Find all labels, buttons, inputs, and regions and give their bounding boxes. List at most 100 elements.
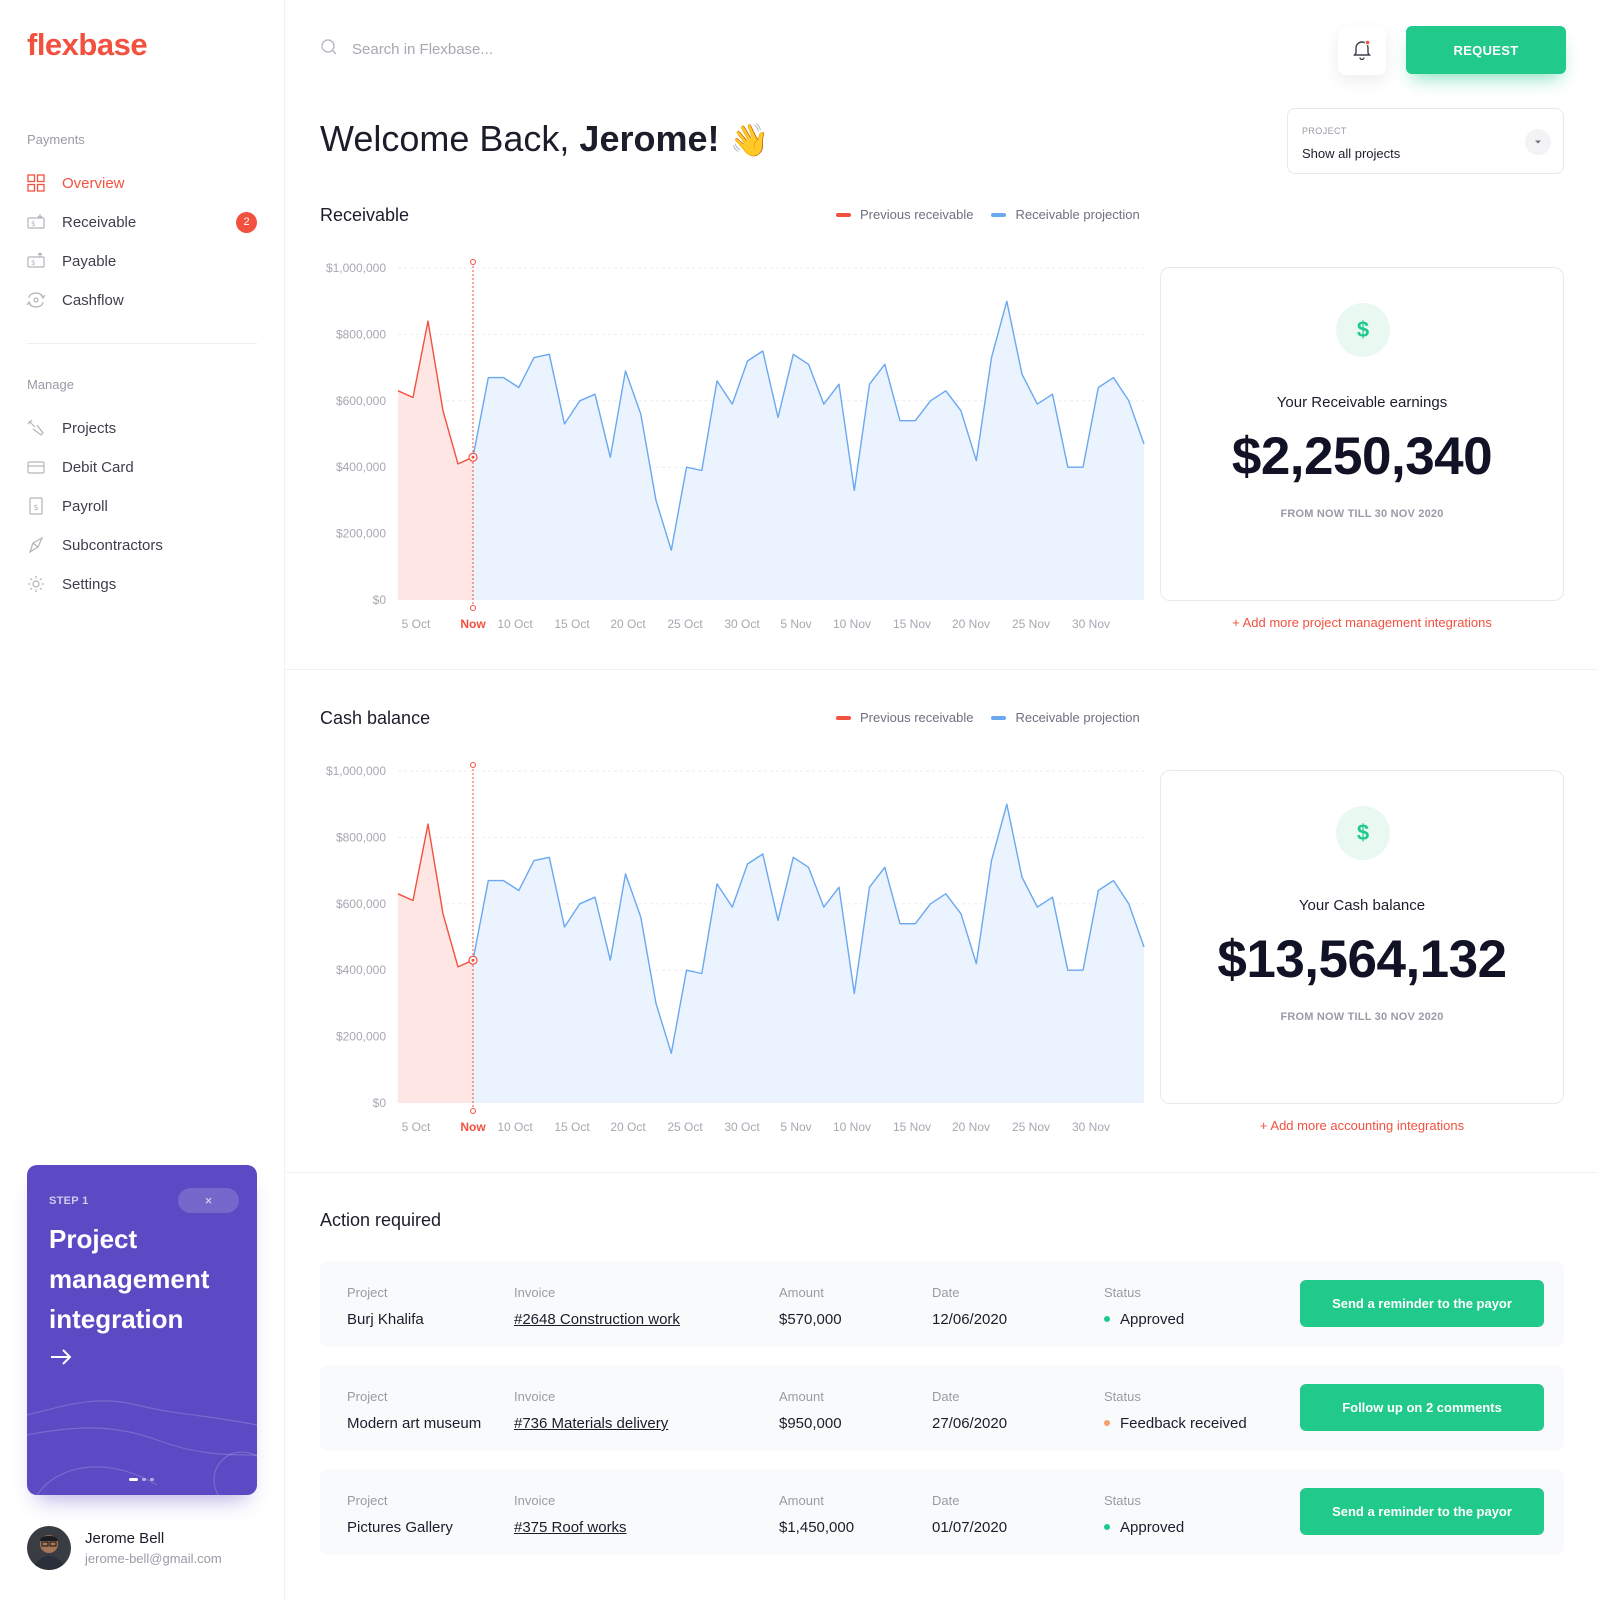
sidebar-item-label: Payable xyxy=(62,252,117,270)
search-input[interactable] xyxy=(352,41,652,58)
legend-projection-label: Receivable projection xyxy=(1015,710,1140,725)
x-tick-label: 30 Nov xyxy=(1072,617,1110,631)
status-cell: Status Approved xyxy=(1104,1493,1184,1536)
svg-text:$: $ xyxy=(31,259,35,267)
project-name: Burj Khalifa xyxy=(347,1311,424,1328)
add-accounting-integrations-link[interactable]: + Add more accounting integrations xyxy=(1259,1118,1465,1133)
follow-up-button[interactable]: Follow up on 2 comments xyxy=(1300,1384,1544,1431)
x-tick-label: 15 Oct xyxy=(554,1120,590,1134)
date-header: Date xyxy=(932,1285,960,1300)
invoice-link[interactable]: #2648 Construction work xyxy=(514,1311,680,1328)
project-cell: Project Burj Khalifa xyxy=(347,1285,424,1328)
amount-header: Amount xyxy=(779,1389,824,1404)
x-tick-label: 25 Nov xyxy=(1012,1120,1050,1134)
search-icon xyxy=(320,38,338,61)
status-badge: Feedback received xyxy=(1120,1415,1247,1432)
previous-line xyxy=(397,320,474,465)
y-tick-label: $800,000 xyxy=(336,327,386,341)
project-name: Pictures Gallery xyxy=(347,1519,453,1536)
x-tick-label: 30 Oct xyxy=(724,617,760,631)
notifications-button[interactable] xyxy=(1338,27,1386,75)
sidebar-item-label: Subcontractors xyxy=(62,536,163,554)
user-profile[interactable]: Jerome Bell jerome-bell@gmail.com xyxy=(27,1526,222,1570)
table-row: Project Pictures Gallery Invoice #375 Roof… xyxy=(320,1470,1564,1554)
receivable-icon: $ xyxy=(27,213,45,231)
y-tick-label: $0 xyxy=(373,593,387,607)
promo-close-button[interactable]: × xyxy=(178,1188,239,1213)
receivable-count-badge: 2 xyxy=(236,211,257,233)
x-tick-label: 10 Oct xyxy=(497,1120,533,1134)
sidebar-item-overview[interactable]: Overview xyxy=(27,170,257,196)
cash-balance-label: Your Cash balance xyxy=(1298,897,1426,914)
x-tick-label: 5 Oct xyxy=(402,1120,431,1134)
amount-value: $570,000 xyxy=(779,1311,842,1328)
payable-icon: $ xyxy=(27,252,45,270)
amount-cell: Amount $1,450,000 xyxy=(779,1493,854,1536)
sidebar-item-receivable[interactable]: $ Receivable 2 xyxy=(27,209,257,235)
x-tick-label: 30 Nov xyxy=(1072,1120,1110,1134)
welcome-user-name: Jerome! xyxy=(579,118,720,159)
sidebar-item-debit-card[interactable]: Debit Card xyxy=(27,454,257,480)
sidebar-item-label: Settings xyxy=(62,575,117,593)
section-divider xyxy=(285,669,1598,670)
arrow-right-icon[interactable] xyxy=(49,1348,73,1371)
project-filter-value: Show all projects xyxy=(1302,146,1401,161)
y-tick-label: $800,000 xyxy=(336,830,386,844)
send-reminder-button[interactable]: Send a reminder to the payor xyxy=(1300,1488,1544,1535)
x-tick-label: 5 Nov xyxy=(780,1120,811,1134)
invoice-cell: Invoice #375 Roof works xyxy=(514,1493,627,1536)
sidebar-item-projects[interactable]: Projects xyxy=(27,415,257,441)
amount-cell: Amount $570,000 xyxy=(779,1285,842,1328)
project-header: Project xyxy=(347,1285,388,1300)
avatar xyxy=(27,1526,71,1570)
x-tick-label: Now xyxy=(460,1120,486,1134)
sidebar-item-label: Overview xyxy=(62,174,125,192)
y-tick-label: $400,000 xyxy=(336,963,386,977)
project-filter-select[interactable]: PROJECT Show all projects xyxy=(1287,108,1564,174)
x-tick-label: 20 Oct xyxy=(610,1120,646,1134)
bell-icon xyxy=(1351,38,1373,65)
cash-balance-amount: $13,564,132 xyxy=(1217,930,1507,989)
receivable-earnings-card: $ Your Receivable earnings $2,250,340 FR… xyxy=(1160,267,1564,601)
x-tick-label: 30 Oct xyxy=(724,1120,760,1134)
sidebar-item-cashflow[interactable]: Cashflow xyxy=(27,287,257,313)
request-button[interactable]: REQUEST xyxy=(1406,26,1566,74)
status-badge: Approved xyxy=(1120,1519,1185,1536)
y-tick-label: $400,000 xyxy=(336,460,386,474)
sidebar-item-payable[interactable]: $ Payable xyxy=(27,248,257,274)
now-marker-bottom xyxy=(470,605,476,611)
project-cell: Project Modern art museum xyxy=(347,1389,481,1432)
previous-area xyxy=(398,321,473,600)
status-cell: Status Approved xyxy=(1104,1285,1184,1328)
project-header: Project xyxy=(347,1389,388,1404)
earnings-amount: $2,250,340 xyxy=(1231,427,1493,486)
invoice-header: Invoice xyxy=(514,1389,556,1404)
legend-previous: Previous receivable xyxy=(836,710,973,725)
send-reminder-button[interactable]: Send a reminder to the payor xyxy=(1300,1280,1544,1327)
legend-projection: Receivable projection xyxy=(991,207,1140,222)
app-logo[interactable]: flexbase xyxy=(27,27,148,62)
cash-balance-title: Cash balance xyxy=(320,708,431,728)
close-icon: × xyxy=(204,1193,213,1208)
y-tick-label: $1,000,000 xyxy=(326,764,386,778)
sidebar-divider xyxy=(27,343,257,344)
invoice-link[interactable]: #375 Roof works xyxy=(514,1519,627,1536)
add-pm-integrations-link[interactable]: + Add more project management integratio… xyxy=(1232,615,1492,630)
status-header: Status xyxy=(1104,1389,1141,1404)
x-tick-label: 15 Oct xyxy=(554,617,590,631)
status-dot-icon xyxy=(1104,1316,1110,1323)
table-row: Project Burj Khalifa Invoice #2648 Constru… xyxy=(320,1262,1564,1346)
grid-icon xyxy=(27,174,45,192)
x-tick-label: 15 Nov xyxy=(893,617,931,631)
previous-area xyxy=(398,824,473,1103)
search-bar[interactable] xyxy=(320,38,652,61)
sidebar-item-subcontractors[interactable]: Subcontractors xyxy=(27,532,257,558)
onboarding-promo-card[interactable]: STEP 1 × Project management integration xyxy=(27,1165,257,1495)
status-header: Status xyxy=(1104,1493,1141,1508)
promo-title: Project management integration xyxy=(49,1224,210,1334)
sidebar-item-payroll[interactable]: $ Payroll xyxy=(27,493,257,519)
invoice-link[interactable]: #736 Materials delivery xyxy=(514,1415,669,1432)
sidebar-item-label: Projects xyxy=(62,419,117,437)
sidebar-item-settings[interactable]: Settings xyxy=(27,571,257,597)
sidebar-item-label: Cashflow xyxy=(62,291,124,309)
